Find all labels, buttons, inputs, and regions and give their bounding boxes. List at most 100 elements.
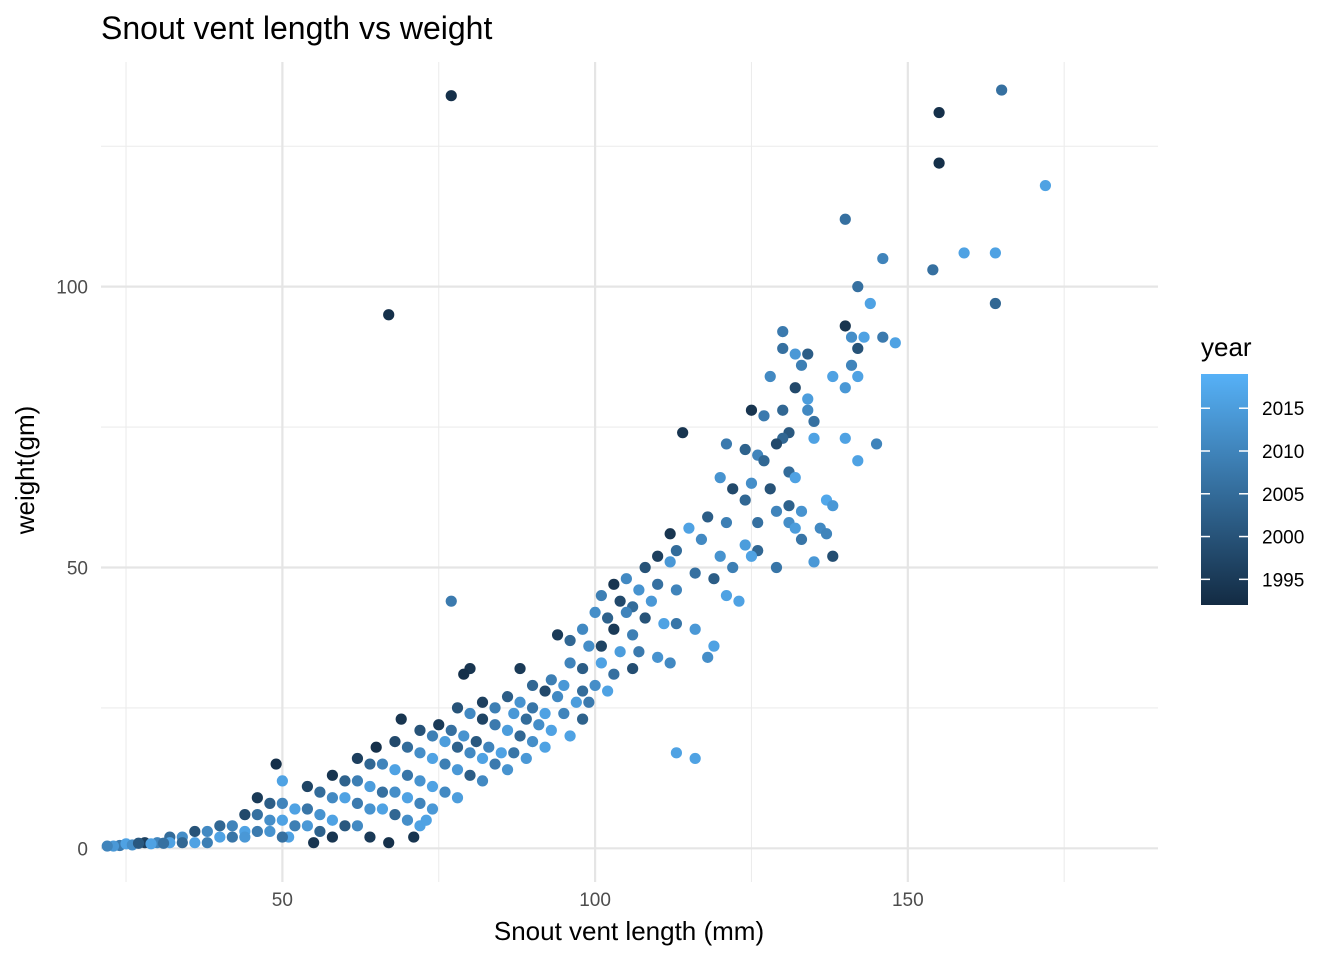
- data-point: [652, 550, 664, 562]
- data-point: [251, 809, 263, 821]
- data-point: [189, 837, 201, 849]
- data-point: [789, 472, 801, 484]
- data-point: [614, 646, 626, 658]
- data-point: [501, 691, 514, 703]
- data-point: [564, 730, 576, 742]
- data-point: [520, 752, 532, 765]
- data-point: [176, 837, 188, 849]
- data-point: [445, 595, 457, 607]
- data-point: [489, 702, 501, 714]
- data-point: [514, 696, 526, 708]
- data-point: [476, 775, 489, 787]
- data-point: [608, 578, 620, 590]
- data-point: [201, 837, 213, 849]
- data-point: [670, 747, 683, 759]
- data-point: [101, 840, 113, 852]
- data-point: [664, 657, 676, 669]
- data-point: [326, 792, 339, 804]
- data-point: [745, 404, 758, 416]
- data-point: [758, 410, 770, 422]
- data-point: [689, 623, 701, 635]
- legend-tick-label: 2000: [1262, 528, 1304, 549]
- data-point: [251, 825, 263, 838]
- data-point: [201, 825, 213, 838]
- data-point: [658, 618, 670, 630]
- legend-tick-label: 1995: [1262, 570, 1304, 591]
- data-point: [933, 106, 945, 119]
- data-point: [276, 831, 288, 843]
- data-point: [439, 735, 451, 748]
- data-point: [389, 764, 401, 776]
- data-point: [514, 730, 526, 742]
- data-point: [670, 584, 683, 596]
- data-point: [708, 640, 720, 652]
- data-point: [276, 797, 288, 809]
- data-point: [226, 831, 238, 843]
- data-point: [770, 505, 783, 517]
- y-tick-label: 100: [56, 278, 88, 299]
- data-point: [777, 325, 789, 338]
- data-point: [639, 612, 651, 624]
- data-point: [795, 505, 808, 517]
- data-point: [451, 792, 464, 804]
- data-point: [439, 786, 451, 798]
- data-point: [383, 309, 395, 321]
- data-point: [458, 668, 470, 680]
- data-point: [489, 719, 501, 731]
- data-point: [589, 679, 601, 692]
- data-point: [558, 707, 570, 720]
- data-point: [264, 797, 276, 809]
- data-point: [364, 831, 376, 843]
- data-point: [602, 612, 614, 624]
- data-point: [539, 707, 551, 720]
- data-point: [852, 281, 864, 293]
- data-point: [301, 780, 313, 793]
- data-point: [276, 775, 288, 787]
- data-point: [802, 404, 814, 416]
- data-point: [539, 741, 551, 753]
- data-point: [727, 561, 739, 574]
- data-point: [852, 370, 864, 383]
- data-point: [526, 679, 539, 692]
- data-point: [839, 382, 851, 394]
- data-point: [927, 264, 939, 276]
- data-point: [608, 668, 620, 680]
- data-point: [414, 797, 426, 809]
- data-point: [214, 831, 226, 843]
- data-point: [464, 769, 476, 781]
- data-point: [251, 792, 263, 804]
- data-point: [339, 775, 351, 787]
- data-point: [451, 702, 464, 714]
- data-point: [526, 702, 539, 714]
- data-point: [789, 382, 801, 394]
- legend-tick-label: 2005: [1262, 485, 1304, 506]
- x-axis-title: Snout vent length (mm): [494, 916, 764, 946]
- data-point: [545, 674, 557, 686]
- data-point: [877, 331, 889, 343]
- data-point: [620, 606, 632, 619]
- data-point: [564, 657, 576, 669]
- data-point: [414, 747, 426, 759]
- data-point: [670, 545, 683, 557]
- data-point: [326, 831, 339, 843]
- data-point: [370, 741, 382, 753]
- legend-title: year: [1201, 332, 1252, 362]
- data-point: [845, 359, 858, 371]
- data-point: [483, 741, 495, 753]
- data-point: [827, 370, 839, 383]
- data-point: [689, 752, 701, 765]
- data-point: [802, 348, 814, 360]
- data-point: [889, 337, 901, 349]
- data-point: [670, 618, 683, 630]
- data-point: [745, 477, 758, 489]
- data-point: [558, 679, 570, 692]
- data-point: [464, 747, 476, 759]
- data-point: [426, 803, 439, 815]
- data-point: [583, 696, 595, 708]
- data-point: [326, 814, 339, 826]
- data-point: [414, 724, 426, 736]
- data-point: [608, 623, 620, 635]
- data-point: [458, 730, 470, 742]
- data-point: [989, 247, 1001, 259]
- data-point: [595, 640, 607, 652]
